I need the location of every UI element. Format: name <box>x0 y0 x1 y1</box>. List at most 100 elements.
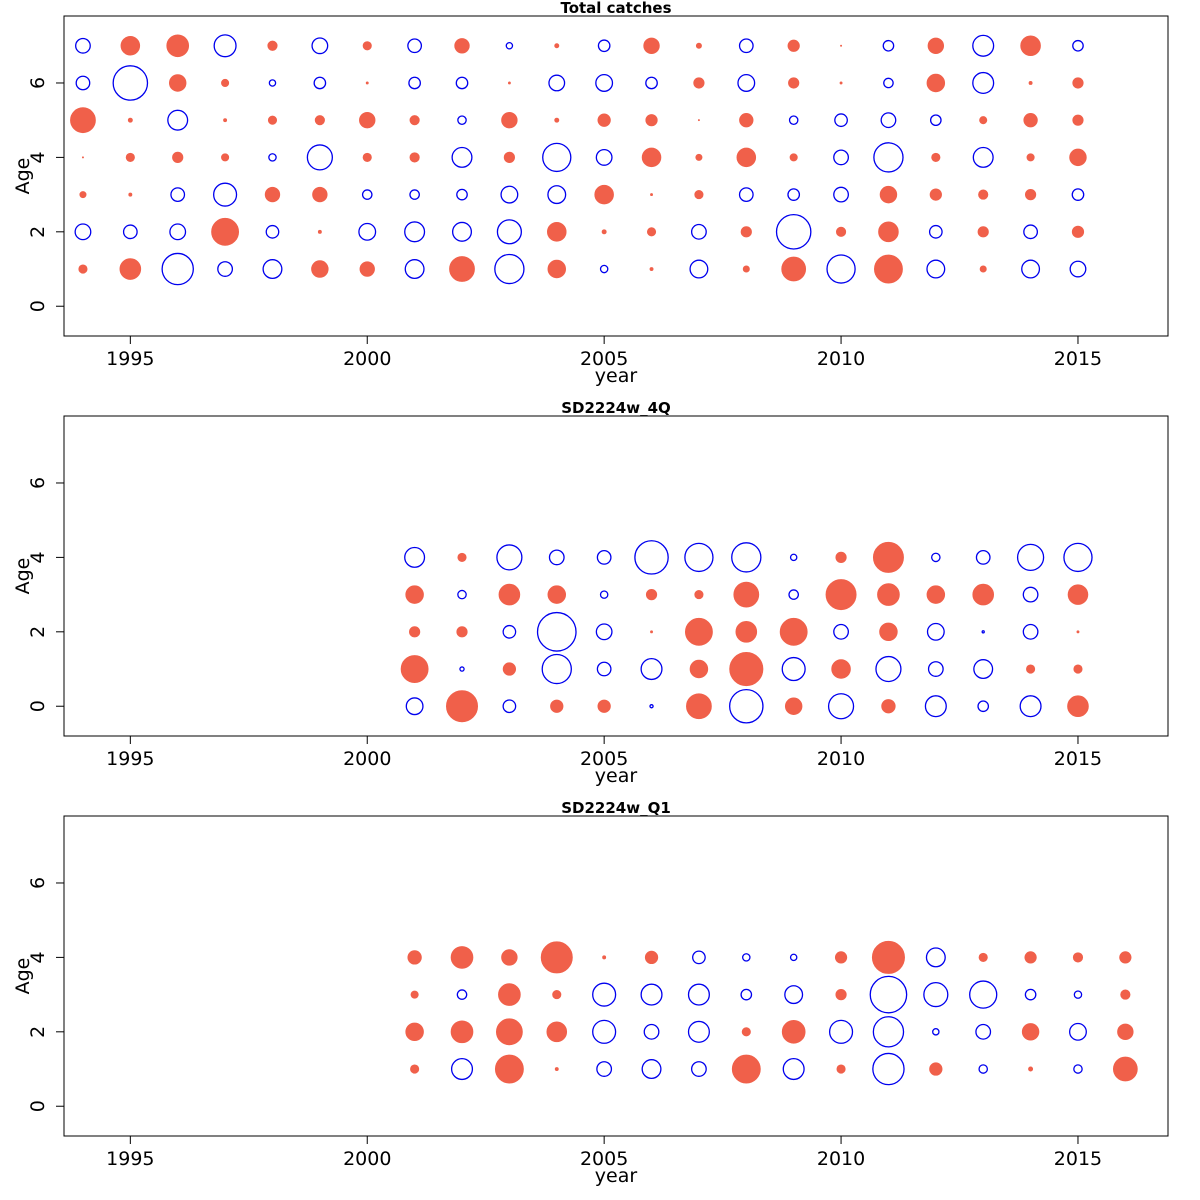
positive-residual-bubble <box>446 690 479 723</box>
negative-residual-bubble <box>451 221 473 242</box>
positive-residual-bubble <box>872 541 904 573</box>
negative-residual-bubble <box>972 71 995 95</box>
negative-residual-bubble <box>599 590 609 599</box>
negative-residual-bubble <box>924 695 947 718</box>
positive-residual-bubble <box>735 621 758 643</box>
positive-residual-bubble <box>362 41 372 51</box>
negative-residual-bubble <box>457 589 467 600</box>
positive-residual-bubble <box>977 226 989 238</box>
x-axis-label: year <box>595 765 638 787</box>
positive-residual-bubble <box>881 699 896 714</box>
positive-residual-bubble <box>1028 1066 1034 1072</box>
positive-residual-bubble <box>643 37 660 54</box>
chart-title: SD2224w_Q1 <box>561 799 671 817</box>
positive-residual-bubble <box>547 259 567 279</box>
negative-residual-bubble <box>456 188 468 201</box>
x-axis-label: year <box>595 1165 638 1187</box>
chart-title: Total catches <box>560 0 671 17</box>
negative-residual-bubble <box>459 666 465 672</box>
negative-residual-bubble <box>740 988 753 1001</box>
x-tick-label: 2015 <box>1054 748 1102 770</box>
positive-residual-bubble <box>409 626 421 638</box>
x-tick-label: 2000 <box>343 748 391 770</box>
x-tick-label: 2010 <box>817 748 865 770</box>
negative-residual-bubble <box>833 186 849 203</box>
negative-residual-bubble <box>729 688 764 724</box>
negative-residual-bubble <box>975 1023 992 1040</box>
negative-residual-bubble <box>404 259 425 280</box>
positive-residual-bubble <box>879 185 898 204</box>
positive-residual-bubble <box>78 264 88 274</box>
positive-residual-bubble <box>874 254 903 284</box>
negative-residual-bubble <box>404 221 426 243</box>
negative-residual-bubble <box>456 989 468 1000</box>
positive-residual-bubble <box>927 37 945 54</box>
y-tick-label: 0 <box>27 1100 49 1112</box>
positive-residual-bubble <box>929 1062 943 1076</box>
negative-residual-bubble <box>833 623 849 640</box>
positive-residual-bubble <box>450 1020 474 1044</box>
negative-residual-bubble <box>1069 260 1087 278</box>
negative-residual-bubble <box>268 153 277 162</box>
positive-residual-bubble <box>779 617 808 646</box>
positive-residual-bubble <box>929 188 942 201</box>
positive-residual-bubble <box>454 38 470 54</box>
positive-residual-bubble <box>686 693 712 720</box>
negative-residual-bubble <box>1019 695 1042 718</box>
positive-residual-bubble <box>507 81 511 85</box>
positive-residual-bubble <box>839 81 843 85</box>
negative-residual-bubble <box>112 65 149 101</box>
negative-residual-bubble <box>596 549 612 565</box>
positive-residual-bubble <box>1020 35 1041 57</box>
positive-residual-bubble <box>550 699 564 713</box>
positive-residual-bubble <box>602 955 607 960</box>
positive-residual-bubble <box>1073 664 1083 674</box>
positive-residual-bubble <box>128 192 133 197</box>
positive-residual-bubble <box>365 81 369 85</box>
negative-residual-bubble <box>875 655 902 683</box>
negative-residual-bubble <box>596 661 612 677</box>
plot-frame <box>63 15 1169 337</box>
positive-residual-bubble <box>784 697 803 715</box>
negative-residual-bubble <box>496 219 523 245</box>
negative-residual-bubble <box>1071 188 1085 201</box>
positive-residual-bubble <box>831 659 851 679</box>
negative-residual-bubble <box>872 1052 905 1086</box>
negative-residual-bubble <box>882 39 895 52</box>
positive-residual-bubble <box>359 261 375 277</box>
negative-residual-bubble <box>548 549 565 566</box>
positive-residual-bubble <box>540 941 573 974</box>
positive-residual-bubble <box>1024 189 1037 201</box>
positive-residual-bubble <box>410 1064 420 1074</box>
positive-residual-bubble <box>317 229 322 234</box>
negative-residual-bubble <box>502 699 517 714</box>
y-axis-label: Age <box>12 558 34 595</box>
negative-residual-bubble <box>500 185 519 204</box>
positive-residual-bubble <box>552 990 562 1000</box>
positive-residual-bubble <box>597 113 611 127</box>
negative-residual-bubble <box>788 115 799 125</box>
y-tick-label: 2 <box>27 1026 49 1038</box>
positive-residual-bubble <box>835 989 847 1001</box>
positive-residual-bubble <box>450 946 474 969</box>
negative-residual-bubble <box>599 264 609 274</box>
positive-residual-bubble <box>693 77 705 89</box>
negative-residual-bubble <box>262 259 283 280</box>
y-tick-label: 2 <box>27 226 49 238</box>
positive-residual-bubble <box>498 583 521 606</box>
chart-panel-3: SD2224w_Q1 1995 2000 2005 2010 2015 0 2 4 6 year Ag… <box>12 799 1169 1187</box>
negative-residual-bubble <box>75 75 91 91</box>
positive-residual-bubble <box>1072 114 1084 126</box>
negative-residual-bubble <box>977 700 990 713</box>
positive-residual-bubble <box>840 44 843 47</box>
negative-residual-bubble <box>548 74 566 92</box>
negative-residual-bubble <box>1063 542 1093 573</box>
negative-residual-bubble <box>737 74 756 92</box>
positive-residual-bubble <box>554 1067 559 1071</box>
positive-residual-bubble <box>695 42 702 49</box>
negative-residual-bubble <box>975 549 991 565</box>
negative-residual-bubble <box>738 187 754 203</box>
negative-residual-bubble <box>1021 259 1041 279</box>
positive-residual-bubble <box>684 617 713 646</box>
